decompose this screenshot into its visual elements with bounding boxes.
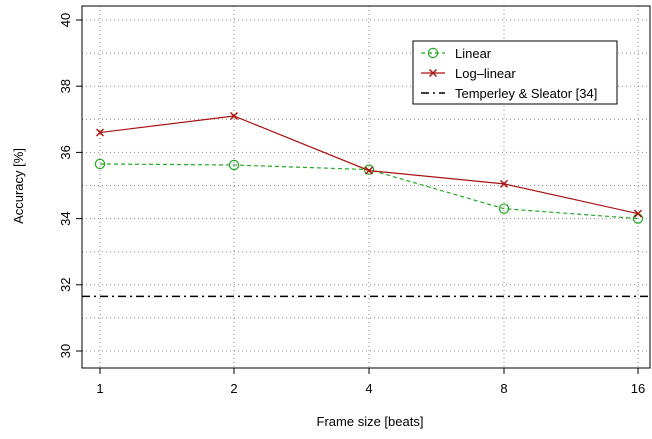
marker-stroke <box>230 111 238 120</box>
y-tick-label: 40 <box>58 13 73 27</box>
y-tick-label: 38 <box>58 79 73 93</box>
y-axis-label: Accuracy [%] <box>11 148 26 224</box>
marker-stroke <box>96 128 104 137</box>
data-point <box>228 159 240 171</box>
y-tick-label: 36 <box>58 145 73 159</box>
legend-marker <box>429 69 437 77</box>
series-layer <box>94 111 644 224</box>
x-tick-label: 4 <box>365 381 372 396</box>
x-tick-label: 16 <box>631 381 645 396</box>
x-tick-label: 8 <box>500 381 507 396</box>
x-axis-label: Frame size [beats] <box>317 414 424 429</box>
marker-stroke <box>365 166 373 175</box>
legend-entry: Linear <box>421 46 492 61</box>
data-point <box>363 164 375 175</box>
data-point <box>500 179 508 188</box>
legend-label: Linear <box>455 46 492 61</box>
marker-stroke <box>634 209 642 218</box>
series-line <box>99 163 639 220</box>
marker-stroke <box>500 179 508 188</box>
x-tick-label: 1 <box>96 381 103 396</box>
legend: Linear Log–linear Temperley & Sleator [34] <box>412 40 618 105</box>
legend-label: Temperley & Sleator [34] <box>455 86 597 101</box>
y-tick-label: 32 <box>58 278 73 292</box>
legend-box <box>412 40 618 105</box>
data-point <box>365 166 373 175</box>
grid-lines <box>82 6 650 368</box>
data-point <box>634 209 642 218</box>
x-tick-label: 2 <box>230 381 237 396</box>
series-log-linear <box>96 111 642 218</box>
legend-label: Log–linear <box>455 66 516 81</box>
legend-entry: Temperley & Sleator [34] <box>421 86 597 101</box>
axes: 30 32 34 36 38 40 1 2 4 8 16 <box>58 5 651 396</box>
y-tick-label: 30 <box>58 344 73 358</box>
plot-frame <box>81 5 651 369</box>
marker-stroke <box>429 69 437 77</box>
y-tick-label: 34 <box>58 211 73 225</box>
data-point <box>94 158 106 170</box>
legend-marker <box>427 47 439 59</box>
data-point <box>498 203 510 214</box>
series-linear <box>94 158 644 224</box>
data-point <box>96 128 104 137</box>
data-point <box>230 111 238 120</box>
legend-entry: Log–linear <box>421 66 516 81</box>
